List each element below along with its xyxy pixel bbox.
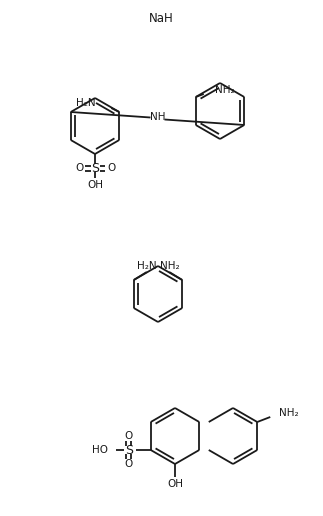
- Text: OH: OH: [167, 479, 183, 489]
- Text: S: S: [91, 162, 99, 174]
- Text: S: S: [125, 443, 133, 457]
- Text: NaH: NaH: [149, 11, 173, 24]
- Text: H₂N: H₂N: [137, 261, 156, 271]
- Text: O: O: [107, 163, 115, 173]
- Text: O: O: [125, 459, 133, 469]
- Text: O: O: [125, 431, 133, 441]
- Text: NH: NH: [150, 111, 165, 121]
- Text: NH₂: NH₂: [160, 261, 179, 271]
- Text: HO: HO: [92, 445, 108, 455]
- Text: OH: OH: [87, 180, 103, 190]
- Text: NH₂: NH₂: [215, 85, 234, 95]
- Text: NH₂: NH₂: [279, 408, 299, 418]
- Text: O: O: [75, 163, 83, 173]
- Text: H₂N: H₂N: [76, 98, 95, 108]
